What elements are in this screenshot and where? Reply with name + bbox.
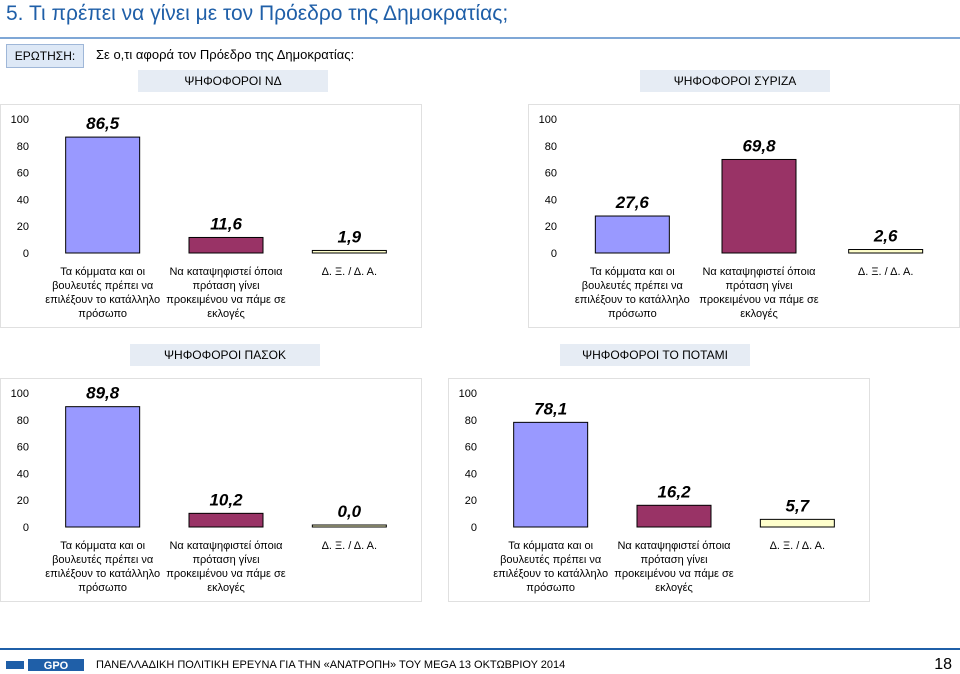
y-tick-label: 60 [17, 442, 29, 454]
chart-header-nd: ΨΗΦΟΦΟΡΟΙ ΝΔ [138, 70, 328, 92]
y-tick-label: 0 [23, 248, 29, 260]
chart-syriza: 0 20 40 60 80 100 27,6 Τα κόμματα και οι βουλευτ… [539, 114, 924, 320]
title-divider [0, 37, 960, 39]
bar [513, 421, 589, 528]
chart-panel-nd: 0 20 40 60 80 100 86,5 Τα κόμματα και οι βουλευτ… [0, 104, 422, 328]
bar [636, 504, 712, 528]
footer-text: ΠΑΝΕΛΛΑΔΙΚΗ ΠΟΛΙΤΙΚΗ ΕΡΕΥΝΑ ΓΙΑ ΤΗΝ «ΑΝΑ… [96, 659, 566, 671]
data-label: 16,2 [657, 482, 691, 501]
bar [759, 518, 835, 528]
chart-header-potami: ΨΗΦΟΦΟΡΟΙ ΤΟ ΠΟΤΑΜΙ [560, 344, 750, 366]
data-label: 5,7 [786, 496, 811, 515]
category-label: Δ. Ξ. / Δ. Α. [322, 266, 377, 278]
chart-header-syriza: ΨΗΦΟΦΟΡΟΙ ΣΥΡΙΖΑ [640, 70, 830, 92]
bar [311, 524, 387, 528]
question-text: Σε ο,τι αφορά τον Πρόεδρο της Δημοκρατία… [96, 47, 355, 62]
bar [594, 215, 670, 254]
data-label: 11,6 [210, 214, 242, 233]
chart-panel-pasok: 0 20 40 60 80 100 89,8 Τα κόμματα και οι βουλευτ… [0, 378, 422, 602]
bar [311, 249, 387, 254]
y-tick-label: 40 [17, 468, 29, 480]
y-tick-label: 80 [465, 415, 477, 427]
logo-text: GPO [44, 660, 69, 672]
category-label: Τα κόμματα και οι βουλευτές πρέπει να επιλ… [493, 540, 608, 594]
y-tick-label: 20 [545, 221, 557, 233]
gpo-logo: GPO [6, 659, 84, 672]
category-label: Τα κόμματα και οι βουλευτές πρέπει να επιλ… [45, 540, 160, 594]
data-label: 89,8 [86, 384, 120, 403]
y-tick-label: 40 [17, 194, 29, 206]
y-tick-label: 0 [23, 522, 29, 534]
y-tick-label: 60 [465, 442, 477, 454]
y-tick-label: 20 [17, 221, 29, 233]
category-label: Να καταψηφιστεί όποια πρόταση γίνει προκει… [166, 266, 286, 320]
y-tick-label: 100 [539, 114, 557, 126]
footer-divider [0, 648, 960, 650]
category-label: Δ. Ξ. / Δ. Α. [322, 540, 377, 552]
bar [721, 158, 797, 254]
chart-panel-syriza: 0 20 40 60 80 100 27,6 Τα κόμματα και οι βουλευτ… [528, 104, 960, 328]
y-tick-label: 20 [465, 495, 477, 507]
category-label: Να καταψηφιστεί όποια πρόταση γίνει προκει… [614, 540, 734, 594]
chart-panel-potami: 0 20 40 60 80 100 78,1 Τα κόμματα και οι βουλευτ… [448, 378, 870, 602]
category-label: Δ. Ξ. / Δ. Α. [770, 540, 825, 552]
y-tick-label: 80 [17, 141, 29, 153]
bar [188, 236, 264, 254]
chart-header-pasok: ΨΗΦΟΦΟΡΟΙ ΠΑΣΟΚ [130, 344, 320, 366]
y-tick-label: 0 [471, 522, 477, 534]
bar [65, 136, 141, 254]
category-label: Να καταψηφιστεί όποια πρόταση γίνει προκει… [166, 540, 286, 594]
page-title: 5. Τι πρέπει να γίνει με τον Πρόεδρο της… [6, 2, 509, 25]
y-tick-label: 20 [17, 495, 29, 507]
category-label: Τα κόμματα και οι βουλευτές πρέπει να επιλ… [45, 266, 160, 320]
y-tick-label: 60 [17, 168, 29, 180]
data-label: 2,6 [873, 227, 898, 246]
bar [65, 406, 141, 528]
page-number: 18 [934, 656, 952, 673]
chart-pasok: 0 20 40 60 80 100 89,8 Τα κόμματα και οι βουλευτ… [11, 384, 387, 594]
bar [188, 512, 264, 528]
bar [848, 249, 924, 254]
question-label: ΕΡΩΤΗΣΗ: [6, 44, 84, 68]
data-label: 1,9 [338, 227, 362, 246]
title-bar: 5. Τι πρέπει να γίνει με τον Πρόεδρο της… [0, 0, 960, 36]
category-label: Δ. Ξ. / Δ. Α. [858, 266, 913, 278]
y-tick-label: 80 [545, 141, 557, 153]
data-label: 86,5 [86, 114, 120, 133]
category-label: Να καταψηφιστεί όποια πρόταση γίνει προκει… [699, 266, 819, 320]
data-label: 78,1 [534, 399, 567, 418]
data-label: 10,2 [209, 490, 243, 509]
data-label: 27,6 [615, 193, 650, 212]
data-label: 69,8 [742, 136, 776, 155]
y-tick-label: 40 [545, 194, 557, 206]
y-tick-label: 100 [11, 114, 29, 126]
data-label: 0,0 [338, 502, 362, 521]
y-tick-label: 0 [551, 248, 557, 260]
category-label: Τα κόμματα και οι βουλευτές πρέπει να επιλ… [575, 266, 690, 320]
chart-nd: 0 20 40 60 80 100 86,5 Τα κόμματα και οι βουλευτ… [11, 114, 387, 320]
y-tick-label: 100 [459, 388, 477, 400]
y-tick-label: 100 [11, 388, 29, 400]
y-tick-label: 80 [17, 415, 29, 427]
y-tick-label: 60 [545, 168, 557, 180]
y-tick-label: 40 [465, 468, 477, 480]
chart-potami: 0 20 40 60 80 100 78,1 Τα κόμματα και οι βουλευτ… [459, 388, 835, 594]
